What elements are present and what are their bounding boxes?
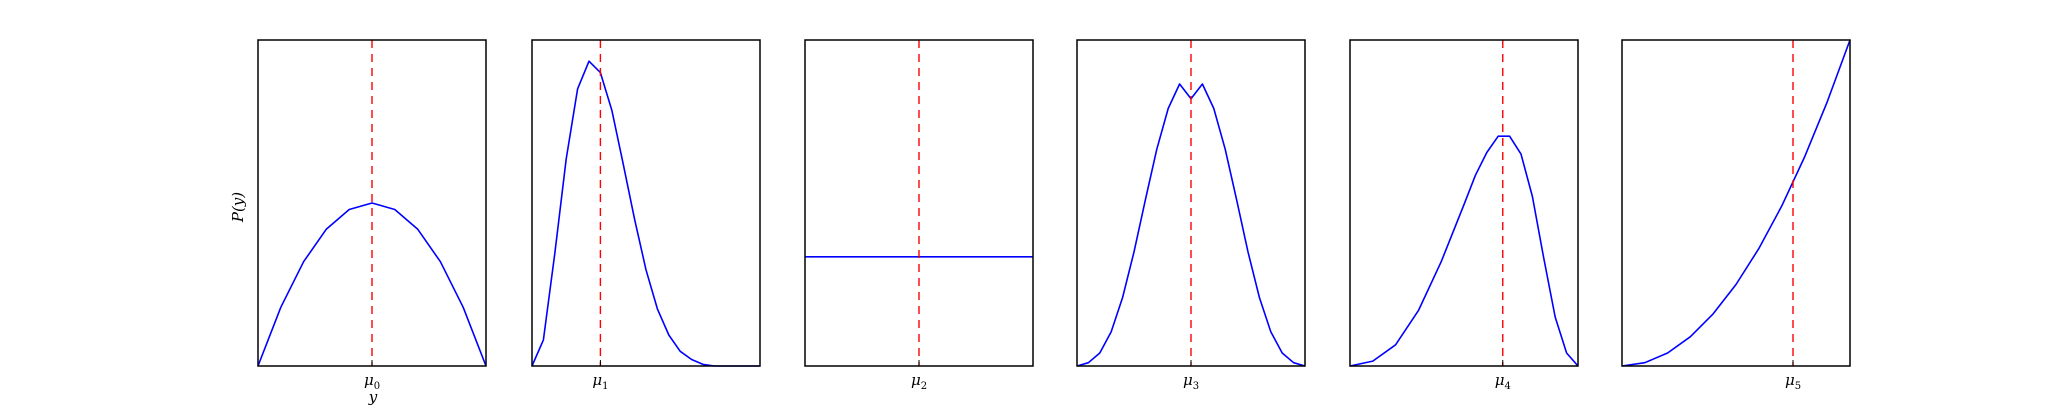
density-curve-4 xyxy=(1349,135,1579,367)
axes-frame-4 xyxy=(1349,39,1579,367)
density-curve-0 xyxy=(257,202,487,367)
panel-1: μ1 xyxy=(531,39,761,392)
tick-label-3: μ3 xyxy=(1183,371,1199,392)
panel-0: μ0 xyxy=(257,39,487,392)
y-axis-label: P(y) xyxy=(229,192,247,223)
axes-frame-1 xyxy=(531,39,761,367)
panel-3: μ3 xyxy=(1076,39,1306,392)
density-curve-5 xyxy=(1621,39,1851,367)
tick-label-1: μ1 xyxy=(592,371,608,392)
panel-2: μ2 xyxy=(804,39,1034,392)
tick-label-4: μ4 xyxy=(1495,371,1511,392)
x-axis-label: y xyxy=(368,388,378,406)
tick-label-5: μ5 xyxy=(1785,371,1801,392)
panel-4: μ4 xyxy=(1349,39,1579,392)
density-curve-1 xyxy=(531,60,760,367)
panel-5: μ5 xyxy=(1621,39,1851,392)
tick-label-0: μ0 xyxy=(364,371,380,392)
tick-label-2: μ2 xyxy=(911,371,927,392)
axes-frame-5 xyxy=(1621,39,1851,367)
